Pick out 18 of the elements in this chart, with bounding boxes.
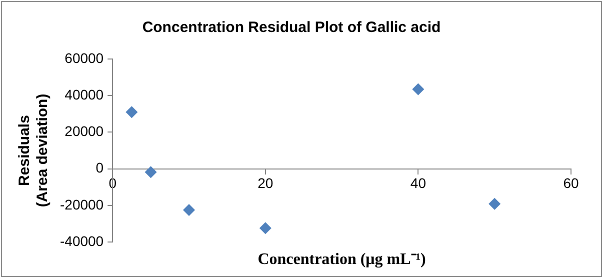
x-tick-label: 60 (563, 175, 579, 192)
x-tick-label: 20 (258, 175, 274, 192)
y-tick-label: 20000 (64, 123, 104, 140)
point (259, 222, 272, 234)
x-tick-label: 40 (410, 175, 426, 192)
y-tick-label: 0 (96, 160, 104, 176)
y-tick-label: -40000 (60, 232, 104, 249)
y-tick-label: 40000 (64, 86, 104, 102)
y-tick-label: -20000 (60, 196, 104, 212)
chart-title: Concentration Residual Plot of Gallic acid (142, 19, 441, 36)
point (488, 198, 501, 210)
point (144, 166, 157, 178)
x-axis-title: Concentration (μg mL⁻¹) (258, 251, 426, 268)
y-tick-label: 60000 (64, 50, 104, 66)
point (412, 83, 424, 96)
point (126, 106, 138, 118)
point (182, 204, 195, 216)
y-axis-title: Residuals (Area deviation) (16, 94, 52, 208)
